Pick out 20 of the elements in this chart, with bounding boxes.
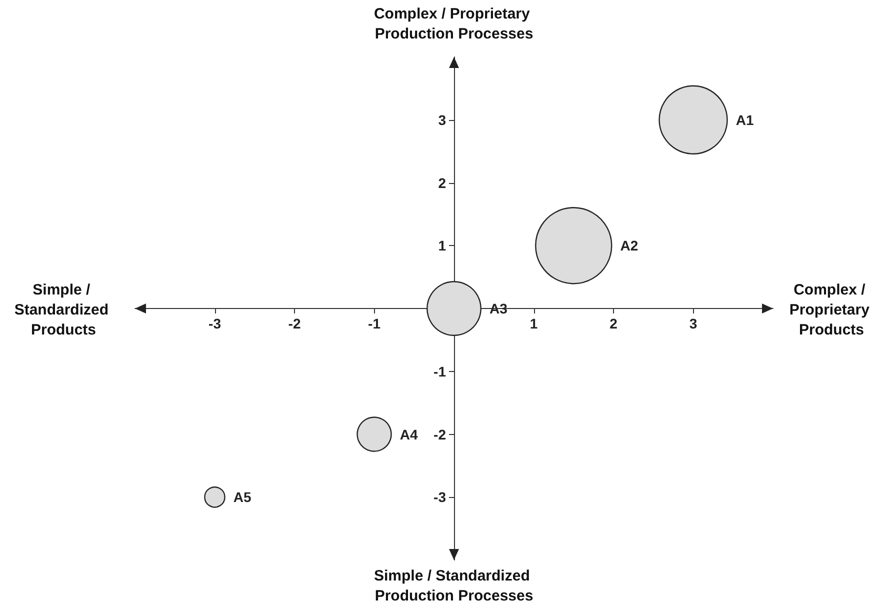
series-label: A4 xyxy=(400,426,418,442)
series-label: A5 xyxy=(233,489,252,506)
y-tick-label: -3 xyxy=(434,489,446,506)
x-tick-label: -2 xyxy=(288,316,301,332)
y-tick-label: 2 xyxy=(438,174,446,191)
x-tick-label: -3 xyxy=(208,316,222,332)
x-tick-label: -1 xyxy=(368,316,381,332)
series-label: A2 xyxy=(620,238,638,254)
text: Simple / Standardized Products xyxy=(14,282,113,338)
x-tick-label: 1 xyxy=(530,316,538,332)
y-tick-label: -2 xyxy=(434,426,446,442)
x-tick-label: 3 xyxy=(689,316,698,332)
y-tick-label: 3 xyxy=(438,112,446,128)
x-axis-title: Complex / Proprietary Products xyxy=(789,282,874,338)
text: Simple / Standardized Production Processes xyxy=(374,568,534,604)
series-label: A1 xyxy=(736,112,754,128)
y-axis-title: Complex / Proprietary Production Processes xyxy=(374,6,534,42)
y-tick-label: 1 xyxy=(438,238,446,254)
x-tick-label: 2 xyxy=(610,316,618,332)
y-tick-label: -1 xyxy=(434,363,446,380)
